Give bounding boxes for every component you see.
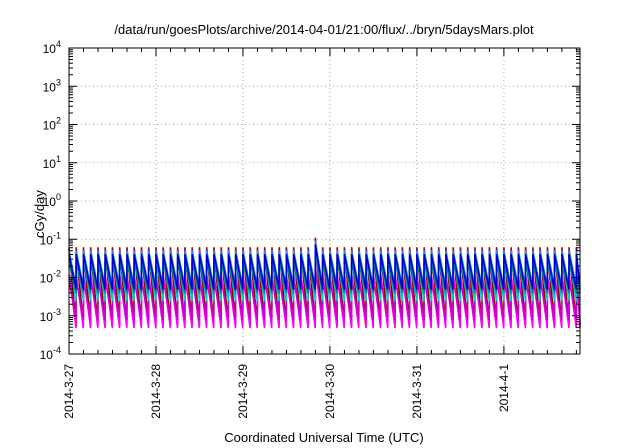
x-tick-label: 2014-3-31 (410, 364, 424, 419)
y-tick-label: 10-1 (40, 230, 61, 247)
x-tick-label: 2014-3-30 (323, 364, 337, 419)
y-tick-label: 10-4 (40, 345, 61, 362)
y-tick-label: 103 (43, 77, 61, 94)
y-tick-label: 100 (43, 192, 61, 209)
series-layer (68, 237, 581, 329)
x-tick-label: 2014-3-27 (62, 364, 76, 419)
x-tick-label: 2014-4-1 (497, 364, 511, 412)
x-tick-label: 2014-3-28 (149, 364, 163, 419)
chart-title: /data/run/goesPlots/archive/2014-04-01/2… (114, 22, 534, 37)
y-tick-label: 102 (43, 116, 61, 133)
tick-layer: 104 103 102 101 100 10-1 10-2 10-3 10-42014-3-27… (40, 39, 580, 419)
series-line-8 (68, 244, 581, 290)
y-tick-label: 101 (43, 154, 61, 171)
x-tick-label: 2014-3-29 (236, 364, 250, 419)
y-axis-label: cGy/day (32, 190, 47, 238)
y-tick-label: 10-3 (40, 307, 61, 324)
y-tick-label: 104 (43, 39, 61, 56)
x-axis-label: Coordinated Universal Time (UTC) (224, 430, 423, 445)
y-tick-label: 10-2 (40, 269, 61, 286)
